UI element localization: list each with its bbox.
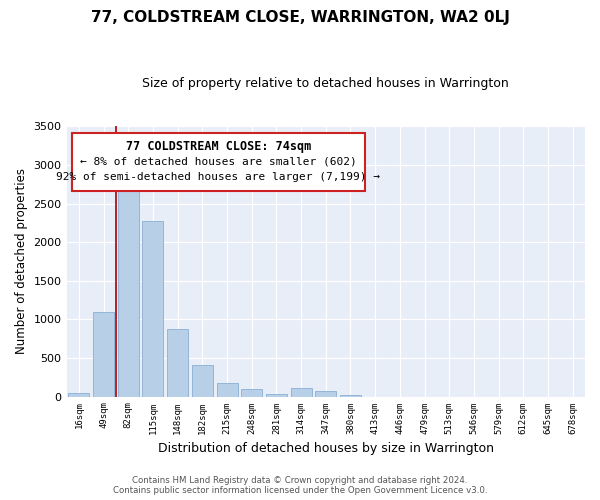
Text: Contains HM Land Registry data © Crown copyright and database right 2024.
Contai: Contains HM Land Registry data © Crown c… xyxy=(113,476,487,495)
X-axis label: Distribution of detached houses by size in Warrington: Distribution of detached houses by size … xyxy=(158,442,494,455)
Y-axis label: Number of detached properties: Number of detached properties xyxy=(15,168,28,354)
Bar xyxy=(192,364,213,396)
Bar xyxy=(68,392,89,396)
Title: Size of property relative to detached houses in Warrington: Size of property relative to detached ho… xyxy=(142,78,509,90)
Bar xyxy=(340,394,361,396)
Bar xyxy=(241,389,262,396)
Text: 77 COLDSTREAM CLOSE: 74sqm: 77 COLDSTREAM CLOSE: 74sqm xyxy=(125,140,311,153)
Bar xyxy=(266,394,287,396)
Bar xyxy=(93,312,114,396)
Text: 77, COLDSTREAM CLOSE, WARRINGTON, WA2 0LJ: 77, COLDSTREAM CLOSE, WARRINGTON, WA2 0L… xyxy=(91,10,509,25)
FancyBboxPatch shape xyxy=(72,133,365,191)
Bar xyxy=(315,391,336,396)
Text: ← 8% of detached houses are smaller (602): ← 8% of detached houses are smaller (602… xyxy=(80,156,356,166)
Bar xyxy=(290,388,311,396)
Bar xyxy=(118,186,139,396)
Bar xyxy=(142,220,163,396)
Bar xyxy=(167,328,188,396)
Text: 92% of semi-detached houses are larger (7,199) →: 92% of semi-detached houses are larger (… xyxy=(56,172,380,182)
Bar xyxy=(217,383,238,396)
